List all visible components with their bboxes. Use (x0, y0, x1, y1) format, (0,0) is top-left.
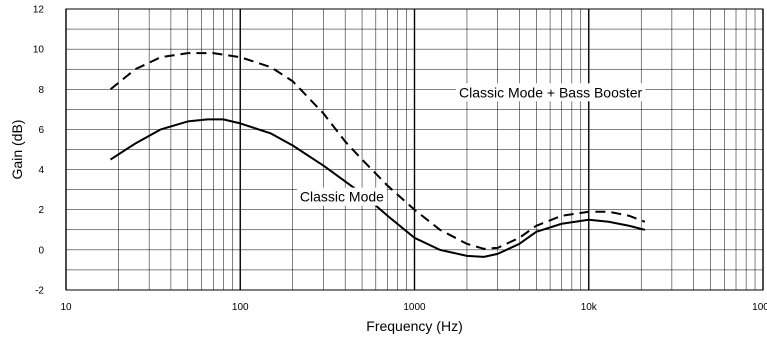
y-tick-label: 2 (38, 205, 44, 216)
x-tick-label: 10k (581, 302, 598, 313)
y-tick-label: 4 (38, 165, 44, 176)
series-line-bass-booster (109, 52, 646, 250)
series-layer (109, 52, 646, 258)
annotation-label: Classic Mode (300, 189, 384, 205)
annotation: Classic Mode (296, 187, 388, 206)
x-tick-labels: 10 100 1000 10k 100k (60, 302, 767, 313)
y-axis-label: Gain (dB) (9, 120, 25, 180)
series-line-classic-mode (109, 118, 646, 258)
annotation-background (296, 187, 388, 206)
y-tick-label: -2 (35, 286, 44, 297)
y-tick-label: 10 (33, 45, 45, 56)
x-tick-label: 100k (752, 302, 767, 313)
annotation-label: Classic Mode + Bass Booster (459, 84, 643, 100)
x-tick-label: 10 (60, 302, 72, 313)
y-tick-labels: -2 0 2 4 6 8 10 12 (33, 5, 45, 297)
x-tick-label: 1000 (403, 302, 426, 313)
annotation: Classic Mode + Bass Booster (455, 83, 646, 102)
y-tick-label: 6 (38, 125, 44, 136)
annotation-background (455, 83, 646, 102)
x-axis-label: Frequency (Hz) (366, 318, 462, 334)
y-tick-label: 8 (38, 85, 44, 96)
annotation-layer: Classic Mode + Bass Booster Classic Mode (296, 83, 646, 206)
x-tick-label: 100 (232, 302, 249, 313)
y-tick-label: 12 (33, 5, 45, 16)
plot-frame (65, 8, 764, 291)
y-tick-label: 0 (38, 245, 44, 256)
